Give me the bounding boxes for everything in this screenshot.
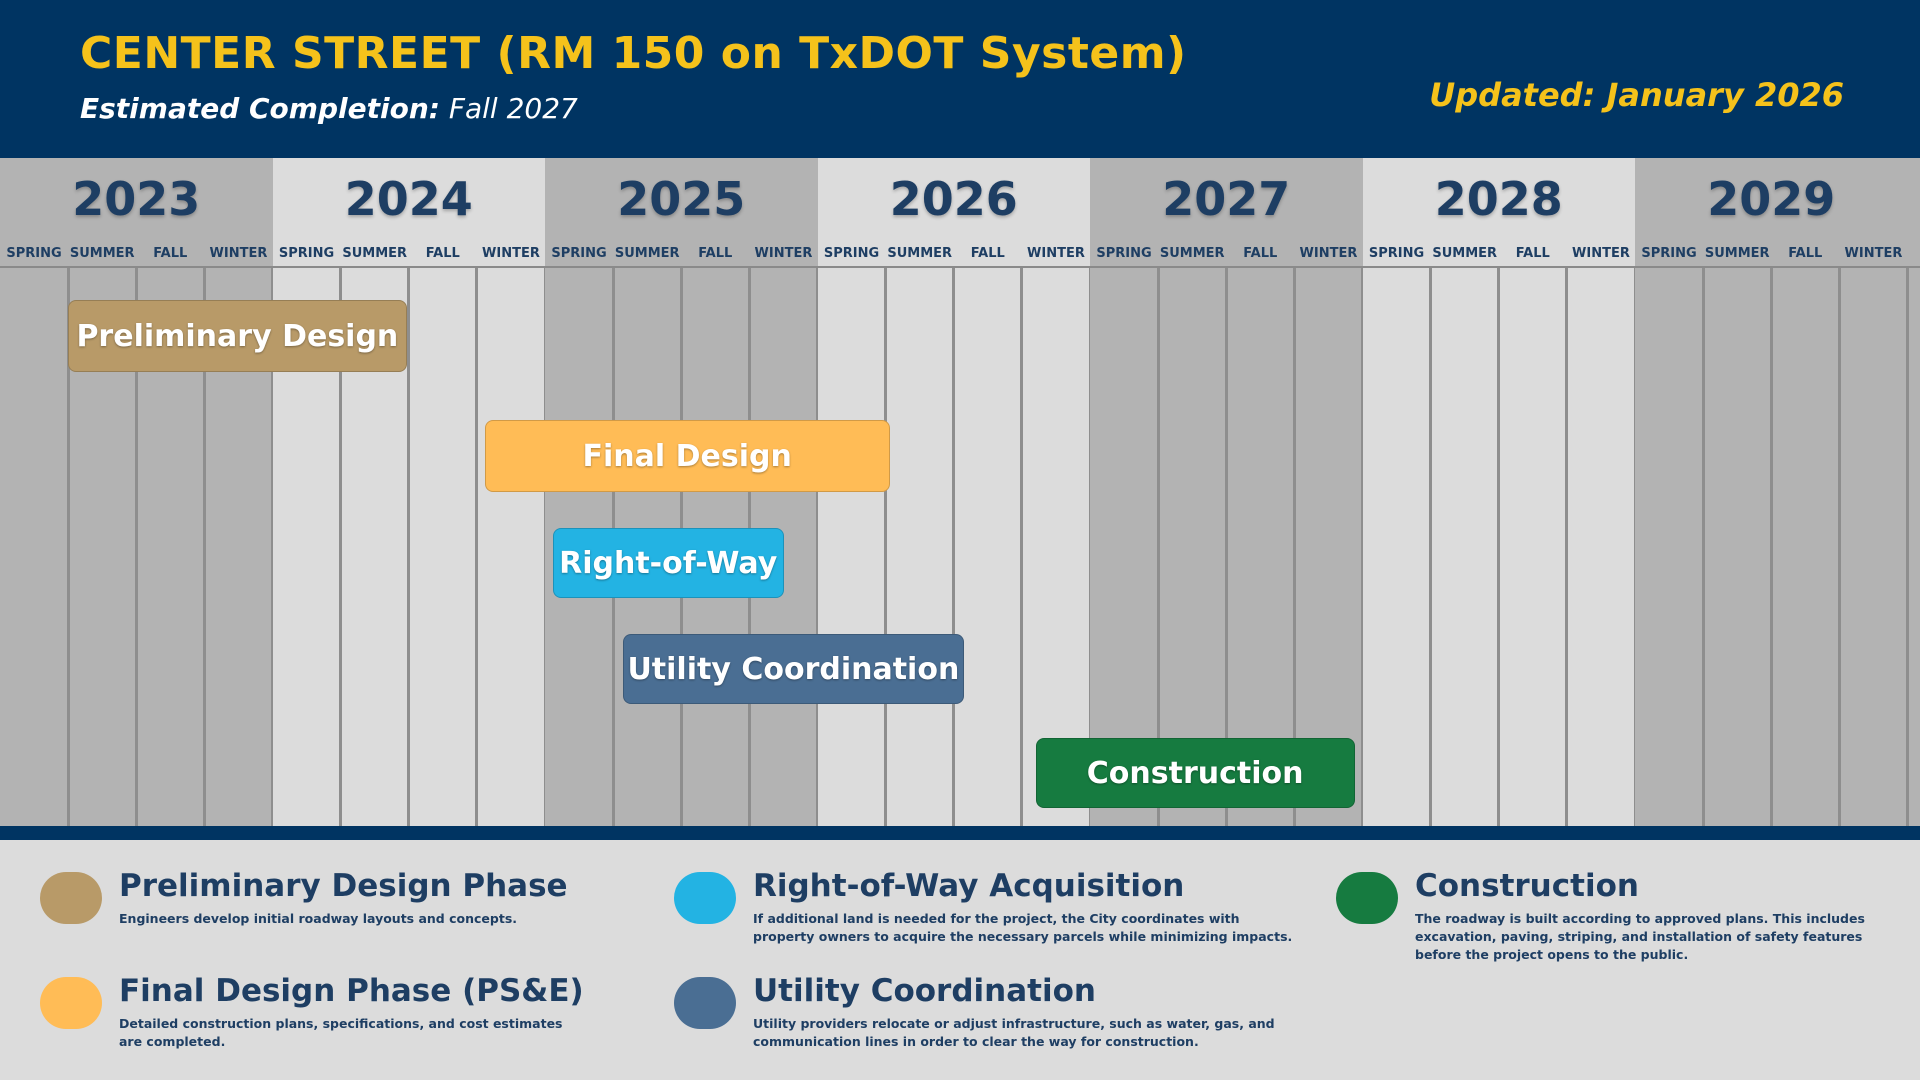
season-label: SPRING: [6, 246, 62, 261]
year-label: 2026: [889, 172, 1018, 226]
season-gridline: [339, 268, 343, 826]
season-gridline: [66, 268, 70, 826]
season-label: SUMMER: [614, 246, 680, 261]
right-of-way-bar: Right-of-Way: [552, 528, 784, 598]
season-gridline: [134, 268, 138, 826]
construction-swatch: [1336, 872, 1398, 924]
season-label: SPRING: [278, 246, 335, 261]
year-label: 2027: [1162, 172, 1291, 226]
season-gridline: [1020, 268, 1024, 826]
legend-title: Utility Coordination: [753, 973, 1096, 1009]
legend-description: Utility providers relocate or adjust inf…: [753, 1016, 1275, 1049]
season-gridline: [407, 268, 411, 826]
season-gridline: [1292, 268, 1296, 826]
page-title: CENTER STREET (RM 150 on TxDOT System): [80, 28, 1187, 79]
season-label: FALL: [698, 246, 733, 261]
final-design-bar: Final Design: [484, 420, 890, 492]
season-label: SUMMER: [887, 246, 953, 261]
season-label: SUMMER: [1432, 246, 1498, 261]
season-label: WINTER: [209, 246, 268, 261]
season-label: SPRING: [551, 246, 607, 261]
legend-description: Detailed construction plans, specificati…: [119, 1016, 563, 1049]
season-label: WINTER: [1572, 246, 1630, 261]
season-label: FALL: [425, 246, 460, 261]
season-gridline: [1906, 268, 1909, 826]
season-gridline: [884, 268, 888, 826]
season-label: FALL: [153, 246, 188, 261]
utility-coordination-swatch: [674, 977, 736, 1029]
season-label: SUMMER: [69, 246, 135, 261]
utility-coordination-bar: Utility Coordination: [623, 634, 964, 704]
season-gridline: [1156, 268, 1160, 826]
season-label: SPRING: [1368, 246, 1425, 261]
season-label: SUMMER: [1159, 246, 1225, 261]
legend-description: The roadway is built according to approv…: [1415, 911, 1865, 962]
season-gridline: [1429, 268, 1433, 826]
season-gridline: [475, 268, 479, 826]
legend-title: Final Design Phase (PS&E): [119, 973, 584, 1009]
season-label: WINTER: [1299, 246, 1358, 261]
construction-bar: Construction: [1035, 738, 1355, 808]
estimated-completion-value: Fall 2027: [448, 92, 578, 125]
season-label: SUMMER: [342, 246, 408, 261]
year-label: 2025: [617, 172, 746, 226]
legend-title: Right-of-Way Acquisition: [753, 868, 1185, 904]
year-label: 2029: [1707, 172, 1836, 226]
season-label: FALL: [970, 246, 1005, 261]
estimated-completion: Estimated Completion: Fall 2027: [80, 92, 578, 125]
season-gridline: [1701, 268, 1705, 826]
year-label: 2024: [344, 172, 473, 226]
season-label: WINTER: [1844, 246, 1903, 261]
season-gridline: [1837, 268, 1841, 826]
legend-description: If additional land is needed for the pro…: [753, 911, 1293, 944]
season-gridline: [1497, 268, 1501, 826]
estimated-completion-label: Estimated Completion:: [80, 92, 440, 125]
season-label: SPRING: [1641, 246, 1697, 261]
season-gridline: [952, 268, 956, 826]
season-label: WINTER: [754, 246, 813, 261]
season-gridline: [1224, 268, 1228, 826]
season-label: SPRING: [1096, 246, 1152, 261]
season-gridline: [1769, 268, 1773, 826]
season-label: FALL: [1515, 246, 1550, 261]
legend-description: Engineers develop initial roadway layout…: [119, 911, 518, 926]
legend-title: Construction: [1415, 868, 1639, 904]
right-of-way-swatch: [674, 872, 736, 924]
year-label: 2023: [72, 172, 201, 226]
updated-date: Updated: January 2026: [1429, 76, 1844, 114]
year-band-2029: [1635, 158, 1920, 826]
year-label: 2028: [1434, 172, 1563, 226]
season-label: SPRING: [823, 246, 880, 261]
legend: Preliminary Design Phase Engineers devel…: [0, 840, 1920, 1080]
preliminary-design-swatch: [40, 872, 102, 924]
season-label: FALL: [1788, 246, 1823, 261]
season-label: FALL: [1243, 246, 1278, 261]
header-banner: CENTER STREET (RM 150 on TxDOT System) E…: [0, 0, 1920, 158]
season-label: WINTER: [1027, 246, 1085, 261]
season-gridline: [1565, 268, 1569, 826]
legend-title: Preliminary Design Phase: [119, 868, 568, 904]
timeline-chart: 2023 SPRING SUMMER FALL WINTER 2024 SPRING SUMM…: [0, 158, 1920, 826]
season-label: SUMMER: [1704, 246, 1770, 261]
divider: [0, 826, 1920, 840]
final-design-swatch: [40, 977, 102, 1029]
season-gridline: [202, 268, 206, 826]
season-label: WINTER: [482, 246, 540, 261]
preliminary-design-bar: Preliminary Design: [68, 300, 407, 372]
header-separator: [0, 266, 1920, 268]
